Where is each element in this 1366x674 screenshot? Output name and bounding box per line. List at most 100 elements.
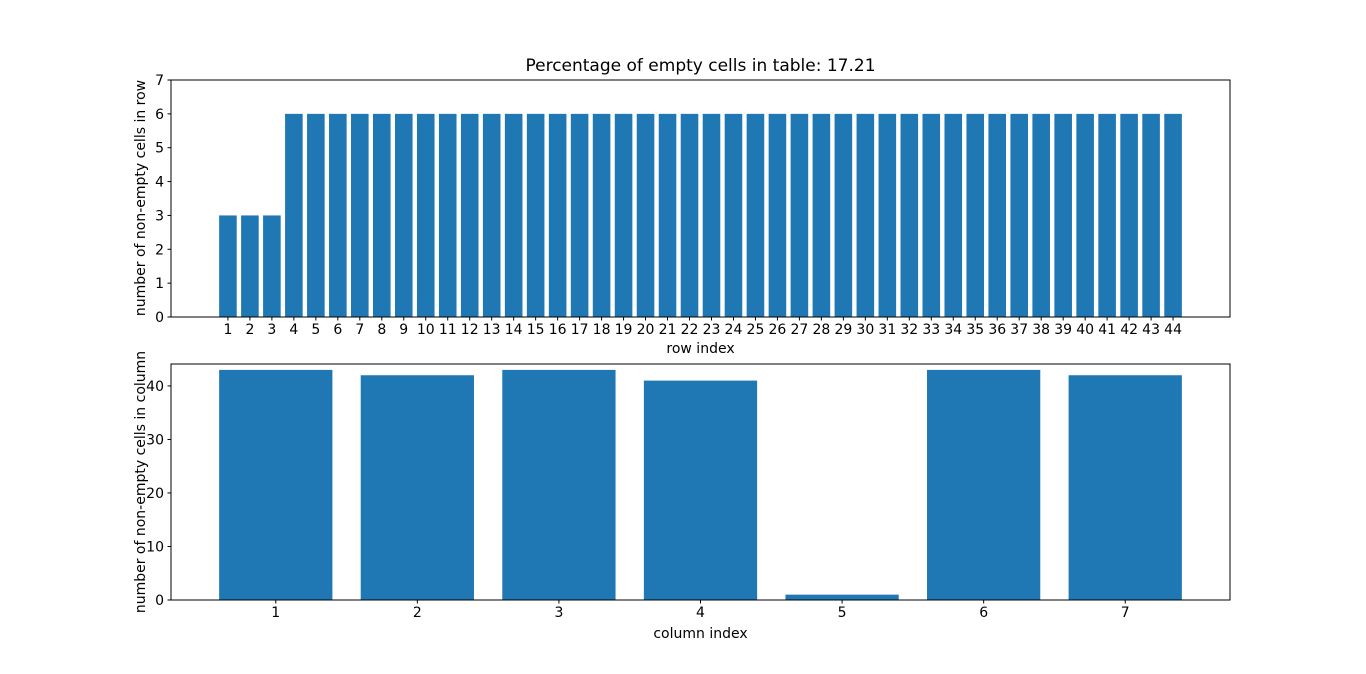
rows-x-tick-label: 17 bbox=[571, 322, 589, 338]
rows-bar-3 bbox=[263, 215, 281, 317]
rows-x-tick-label: 24 bbox=[725, 322, 743, 338]
rows-bar-36 bbox=[988, 113, 1007, 317]
rows-y-tick-label: 4 bbox=[155, 175, 164, 191]
rows-bar-17 bbox=[570, 113, 589, 317]
rows-x-tick-label: 26 bbox=[769, 322, 787, 338]
columns-bar-6 bbox=[927, 369, 1041, 600]
rows-bar-13 bbox=[482, 113, 501, 317]
rows-x-tick-label: 10 bbox=[417, 322, 435, 338]
columns-x-tick-label: 7 bbox=[1121, 605, 1130, 621]
rows-bar-4 bbox=[285, 113, 303, 317]
rows-bar-21 bbox=[658, 113, 677, 317]
rows-bar-19 bbox=[614, 113, 633, 317]
rows-bar-27 bbox=[790, 113, 809, 317]
rows-x-tick-label: 18 bbox=[593, 322, 611, 338]
rows-x-tick-label: 22 bbox=[681, 322, 699, 338]
rows-bar-43 bbox=[1142, 113, 1160, 317]
rows-x-tick-label: 11 bbox=[439, 322, 457, 338]
rows-x-tick-label: 8 bbox=[377, 322, 386, 338]
rows-axes-frame bbox=[170, 79, 1231, 318]
rows-y-tick-label: 7 bbox=[155, 73, 164, 89]
rows-x-tick-label: 25 bbox=[747, 322, 765, 338]
rows-x-tick-label: 38 bbox=[1032, 322, 1050, 338]
rows-x-tick-label: 13 bbox=[483, 322, 501, 338]
rows-bar-40 bbox=[1076, 113, 1094, 317]
rows-x-tick-label: 1 bbox=[223, 322, 232, 338]
rows-bar-14 bbox=[504, 113, 523, 317]
rows-y-tick-label: 2 bbox=[155, 242, 164, 258]
rows-x-tick-label: 15 bbox=[527, 322, 545, 338]
rows-bar-5 bbox=[307, 113, 325, 317]
columns-bar-5 bbox=[785, 594, 899, 600]
rows-bar-28 bbox=[812, 113, 831, 317]
rows-x-tick-label: 35 bbox=[966, 322, 984, 338]
columns-x-tick-label: 6 bbox=[979, 605, 988, 621]
rows-x-tick-label: 5 bbox=[311, 322, 320, 338]
rows-bar-37 bbox=[1010, 113, 1028, 317]
rows-x-tick-label: 2 bbox=[245, 322, 254, 338]
columns-y-tick-label: 20 bbox=[146, 486, 164, 502]
rows-x-tick-label: 23 bbox=[703, 322, 721, 338]
rows-bar-39 bbox=[1054, 113, 1072, 317]
rows-x-tick-label: 40 bbox=[1076, 322, 1094, 338]
rows-x-tick-label: 19 bbox=[615, 322, 633, 338]
rows-bar-29 bbox=[834, 113, 853, 317]
rows-x-tick-label: 31 bbox=[878, 322, 896, 338]
rows-x-tick-label: 42 bbox=[1120, 322, 1138, 338]
columns-bar-4 bbox=[643, 380, 758, 600]
rows-x-tick-label: 43 bbox=[1142, 322, 1160, 338]
columns-y-tick-label: 30 bbox=[146, 432, 164, 448]
columns-x-axis-label: column index bbox=[653, 626, 748, 642]
rows-x-tick-label: 33 bbox=[922, 322, 940, 338]
rows-bar-32 bbox=[900, 113, 919, 317]
rows-x-tick-label: 39 bbox=[1054, 322, 1072, 338]
rows-bar-18 bbox=[592, 113, 611, 317]
rows-y-tick-label: 5 bbox=[155, 141, 164, 157]
rows-y-tick-label: 1 bbox=[155, 276, 164, 292]
columns-x-tick-label: 4 bbox=[696, 605, 705, 621]
rows-bar-44 bbox=[1164, 113, 1182, 317]
chart-title: Percentage of empty cells in table: 17.2… bbox=[525, 56, 876, 76]
rows-x-tick-label: 30 bbox=[856, 322, 874, 338]
rows-x-tick-label: 34 bbox=[944, 322, 962, 338]
rows-bar-7 bbox=[351, 113, 369, 317]
rows-x-tick-label: 12 bbox=[461, 322, 479, 338]
rows-bar-9 bbox=[394, 113, 413, 317]
rows-y-tick-label: 3 bbox=[155, 208, 164, 224]
rows-x-tick-label: 14 bbox=[505, 322, 523, 338]
rows-x-tick-label: 9 bbox=[399, 322, 408, 338]
rows-y-axis-label: number of non-empty cells in row bbox=[133, 79, 149, 317]
rows-bar-15 bbox=[526, 113, 545, 317]
rows-bar-2 bbox=[241, 215, 259, 317]
rows-bar-23 bbox=[702, 113, 721, 317]
rows-bar-8 bbox=[373, 113, 391, 317]
columns-y-tick-label: 0 bbox=[155, 593, 164, 609]
rows-bar-22 bbox=[680, 113, 699, 317]
rows-x-tick-label: 44 bbox=[1164, 322, 1182, 338]
columns-y-axis-label: number of non-empty cells in column bbox=[133, 350, 149, 614]
rows-x-tick-label: 16 bbox=[549, 322, 567, 338]
rows-bar-26 bbox=[768, 113, 787, 317]
columns-bar-1 bbox=[219, 369, 333, 600]
rows-y-tick-label: 6 bbox=[155, 107, 164, 123]
rows-x-tick-label: 32 bbox=[900, 322, 918, 338]
rows-x-tick-label: 28 bbox=[812, 322, 830, 338]
columns-x-tick-label: 2 bbox=[413, 605, 422, 621]
rows-x-tick-label: 3 bbox=[267, 322, 276, 338]
rows-x-tick-label: 29 bbox=[834, 322, 852, 338]
rows-bar-33 bbox=[922, 113, 941, 317]
rows-bar-35 bbox=[966, 113, 985, 317]
rows-x-tick-label: 27 bbox=[790, 322, 808, 338]
rows-x-tick-label: 41 bbox=[1098, 322, 1116, 338]
columns-x-tick-label: 1 bbox=[271, 605, 280, 621]
rows-bar-41 bbox=[1098, 113, 1116, 317]
rows-x-axis-label: row index bbox=[666, 341, 735, 357]
rows-x-tick-label: 4 bbox=[289, 322, 298, 338]
columns-y-tick-label: 40 bbox=[146, 379, 164, 395]
columns-x-tick-label: 3 bbox=[554, 605, 563, 621]
rows-bar-11 bbox=[438, 113, 457, 317]
rows-bar-12 bbox=[460, 113, 479, 317]
rows-x-tick-label: 37 bbox=[1010, 322, 1028, 338]
rows-bar-30 bbox=[856, 113, 875, 317]
